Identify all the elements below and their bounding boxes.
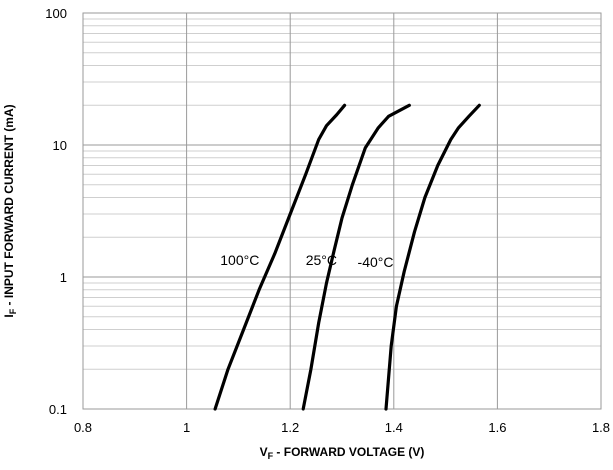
y-tick-label: 0.1 <box>49 402 67 417</box>
y-tick-label: 1 <box>60 270 67 285</box>
x-tick-label: 1 <box>183 420 190 435</box>
y-tick-label: 100 <box>45 6 67 21</box>
series-line <box>384 103 481 411</box>
y-axis-title: IF - INPUT FORWARD CURRENT (mA) <box>2 104 18 317</box>
curve-label: 100°C <box>220 252 259 268</box>
plot-frame <box>82 12 602 410</box>
series-layer <box>213 103 481 411</box>
series-line <box>301 103 411 411</box>
x-tick-label: 1.8 <box>592 420 610 435</box>
curve-labels: 100°C 25°C -40°C <box>220 252 393 270</box>
minor-grid <box>83 18 601 370</box>
y-axis-ticks: 0.1 1 10 100 <box>45 6 67 417</box>
major-grid <box>82 12 602 410</box>
x-axis-ticks: 0.8 1 1.2 1.4 1.6 1.8 <box>74 420 610 435</box>
x-tick-label: 1.6 <box>488 420 506 435</box>
curve-label: -40°C <box>358 254 394 270</box>
curve-label: 25°C <box>306 252 337 268</box>
x-axis-title: VF - FORWARD VOLTAGE (V) <box>260 445 425 461</box>
x-tick-label: 1.2 <box>281 420 299 435</box>
series-line <box>213 103 347 411</box>
y-tick-label: 10 <box>53 138 67 153</box>
x-tick-label: 1.4 <box>385 420 403 435</box>
x-tick-label: 0.8 <box>74 420 92 435</box>
